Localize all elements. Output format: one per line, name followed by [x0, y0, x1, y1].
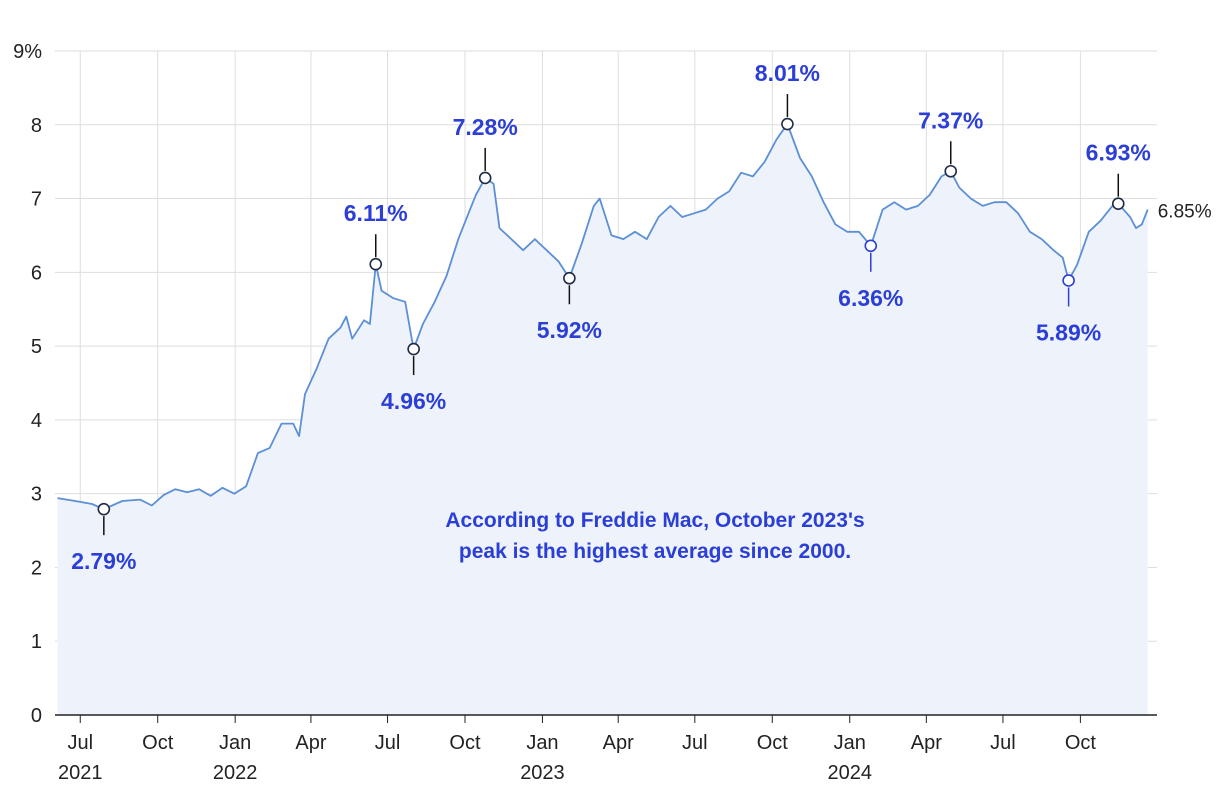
annotation-label: 5.89% — [1036, 319, 1101, 345]
annotation-label: 2.79% — [71, 548, 136, 574]
annotation-label: 8.01% — [755, 60, 820, 86]
x-tick-label: Apr — [911, 732, 942, 754]
x-year-label: 2023 — [520, 762, 565, 784]
annotation-marker — [97, 502, 111, 516]
x-tick-label: Jul — [375, 732, 401, 754]
annotation-marker — [407, 342, 420, 356]
axes: 0 1 2 3 4 5 6 7 8 9% Jul 2021 Oct Jan 2022 Apr Jul Oct Jan… — [13, 41, 1157, 784]
chart-note-line: According to Freddie Mac, October 2023's — [445, 509, 864, 532]
y-tick-label: 8 — [31, 115, 42, 137]
x-year-label: 2021 — [58, 762, 103, 784]
annotation-label: 7.37% — [918, 107, 983, 133]
x-year-label: 2022 — [213, 762, 258, 784]
y-tick-label: 4 — [31, 410, 42, 432]
y-tick-label: 0 — [31, 705, 42, 727]
y-tick-label: 1 — [31, 631, 42, 653]
x-tick-label: Jan — [834, 732, 866, 754]
series-area — [57, 124, 1148, 715]
x-tick-label: Jan — [219, 732, 251, 754]
annotation-marker — [563, 271, 576, 285]
annotation-label: 6.93% — [1086, 140, 1151, 166]
annotation-marker — [864, 239, 878, 253]
annotation-marker — [478, 171, 492, 185]
y-tick-label: 7 — [31, 189, 42, 211]
area-fill-layer — [57, 124, 1148, 715]
x-tick-label: Oct — [1065, 732, 1097, 754]
y-tick-label: 5 — [31, 336, 42, 358]
series-line — [57, 123, 1149, 511]
annotation-marker — [369, 257, 383, 271]
y-tick-label: 6 — [31, 262, 42, 284]
annotation-marker — [1111, 197, 1125, 211]
x-tick-label: Jul — [990, 732, 1016, 754]
x-tick-label: Apr — [295, 732, 326, 754]
x-tick-label: Jul — [682, 732, 708, 754]
x-tick-label: Oct — [757, 732, 789, 754]
chart-note-line: peak is the highest average since 2000. — [459, 540, 851, 563]
annotation-label: 5.92% — [537, 317, 602, 343]
y-tick-label: 2 — [31, 557, 42, 579]
annotation-label: 7.28% — [453, 114, 518, 140]
annotation-marker — [781, 117, 794, 131]
annotation-label: 4.96% — [381, 388, 446, 414]
x-tick-label: Jan — [526, 732, 558, 754]
end-value-label: 6.85% — [1158, 202, 1212, 223]
annotation-layer: 2.79% 6.11% 4.96% 7.28% 5.92% 8.01% 6.36% 7.37%… — [71, 60, 1212, 574]
annotation-marker — [1062, 274, 1075, 287]
series-line-layer — [57, 123, 1149, 511]
note-layer: According to Freddie Mac, October 2023's… — [445, 509, 864, 563]
annotation-label: 6.36% — [838, 285, 903, 311]
y-tick-label: 3 — [31, 484, 42, 506]
x-tick-label: Jul — [67, 732, 93, 754]
annotation-label: 6.11% — [344, 200, 408, 226]
x-tick-label: Oct — [449, 732, 481, 754]
annotation-marker — [944, 164, 958, 178]
x-tick-label: Apr — [603, 732, 634, 754]
x-year-label: 2024 — [827, 762, 872, 784]
y-tick-label: 9% — [13, 41, 42, 63]
x-tick-label: Oct — [142, 732, 174, 754]
